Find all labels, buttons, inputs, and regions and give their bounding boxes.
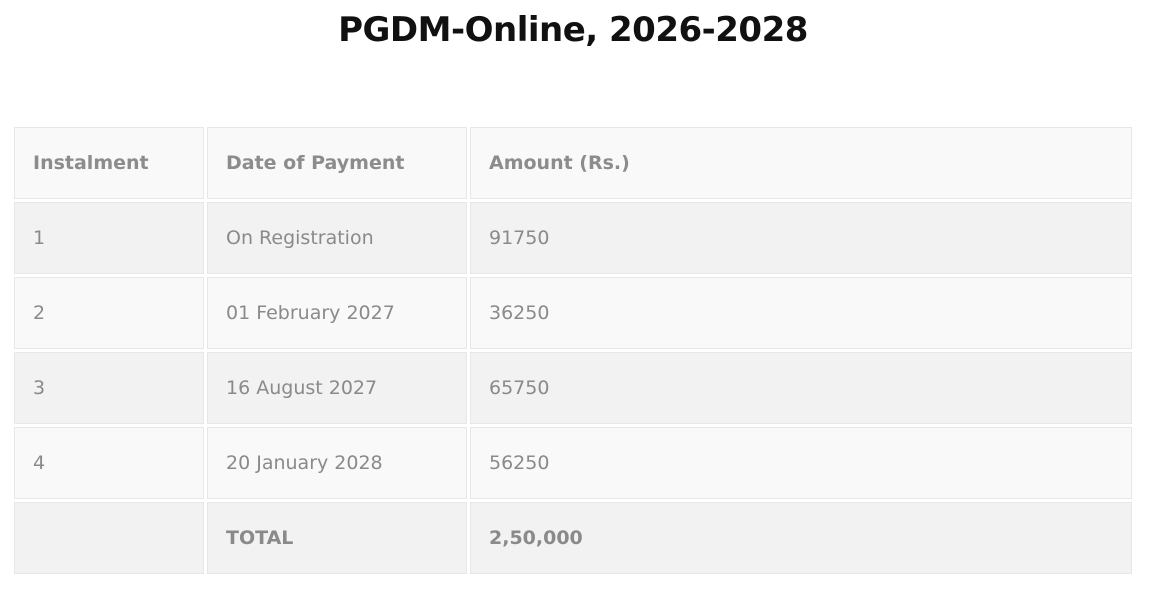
instalment-cell: 2 xyxy=(14,277,204,349)
total-row: TOTAL 2,50,000 xyxy=(14,502,1132,574)
instalment-cell: 3 xyxy=(14,352,204,424)
date-cell: On Registration xyxy=(207,202,467,274)
instalment-cell: 1 xyxy=(14,202,204,274)
table-header-row: Instalment Date of Payment Amount (Rs.) xyxy=(14,127,1132,199)
header-date-of-payment: Date of Payment xyxy=(207,127,467,199)
page-title: PGDM-Online, 2026-2028 xyxy=(338,10,808,50)
total-amount: 2,50,000 xyxy=(470,502,1132,574)
amount-cell: 56250 xyxy=(470,427,1132,499)
date-cell: 01 February 2027 xyxy=(207,277,467,349)
header-amount: Amount (Rs.) xyxy=(470,127,1132,199)
date-cell: 20 January 2028 xyxy=(207,427,467,499)
table-row: 4 20 January 2028 56250 xyxy=(14,427,1132,499)
table-row: 2 01 February 2027 36250 xyxy=(14,277,1132,349)
table-row: 1 On Registration 91750 xyxy=(14,202,1132,274)
total-empty-cell xyxy=(14,502,204,574)
fee-schedule-table: Instalment Date of Payment Amount (Rs.) … xyxy=(11,124,1135,577)
amount-cell: 91750 xyxy=(470,202,1132,274)
date-cell: 16 August 2027 xyxy=(207,352,467,424)
header-instalment: Instalment xyxy=(14,127,204,199)
total-label: TOTAL xyxy=(207,502,467,574)
amount-cell: 65750 xyxy=(470,352,1132,424)
table-row: 3 16 August 2027 65750 xyxy=(14,352,1132,424)
instalment-cell: 4 xyxy=(14,427,204,499)
amount-cell: 36250 xyxy=(470,277,1132,349)
